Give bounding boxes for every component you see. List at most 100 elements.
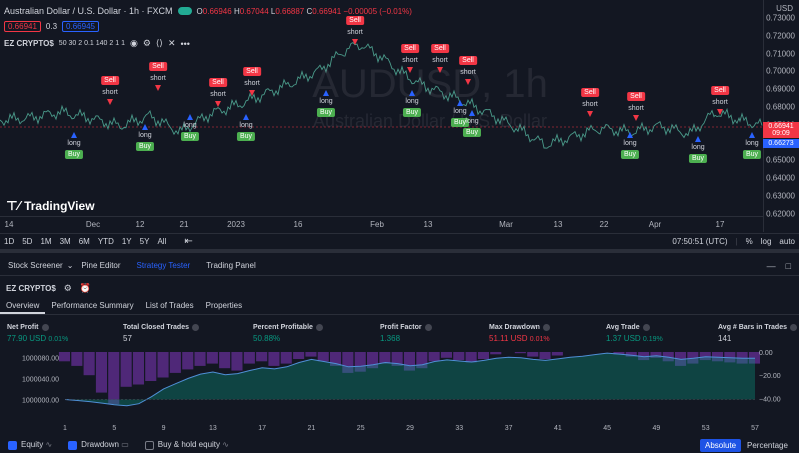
auto-toggle[interactable]: auto bbox=[779, 237, 795, 246]
drawdown-bar bbox=[256, 352, 268, 362]
buy-signal-caption: long bbox=[239, 122, 253, 129]
time-tick: 14 bbox=[4, 220, 14, 229]
price-tick: 0.70000 bbox=[766, 66, 795, 76]
percent-toggle[interactable]: % bbox=[745, 237, 753, 246]
range-button[interactable]: 1D bbox=[4, 237, 15, 246]
percentage-toggle[interactable]: Percentage bbox=[747, 441, 788, 450]
info-icon[interactable] bbox=[542, 324, 550, 331]
utc-clock[interactable]: 07:50:51 (UTC) bbox=[672, 237, 728, 246]
drawdown-bar bbox=[58, 352, 70, 362]
legend-equity[interactable]: Equity ∿ bbox=[8, 440, 52, 450]
buy-hold-checkbox[interactable] bbox=[144, 440, 154, 450]
symbol-header: Australian Dollar / U.S. Dollar · 1h · F… bbox=[4, 6, 412, 16]
trade-x-tick: 45 bbox=[603, 425, 611, 432]
range-button[interactable]: 1Y bbox=[121, 237, 132, 246]
log-toggle[interactable]: log bbox=[760, 237, 772, 246]
range-button[interactable]: 5D bbox=[22, 237, 33, 246]
buy-arrow-icon bbox=[323, 90, 329, 96]
price-tick: 0.72000 bbox=[766, 31, 795, 41]
drawdown-bar bbox=[712, 352, 724, 362]
time-tick: Mar bbox=[499, 220, 513, 229]
buy-arrow-icon bbox=[749, 132, 755, 138]
metric-value: 77.90 USD 0.01% bbox=[7, 334, 69, 343]
drawdown-bar bbox=[428, 352, 440, 362]
indicator-legend[interactable]: EZ CRYPTO$ 50 30 2 0.1 140 2 1 1 ◉ ⚙ ⟨⟩ … bbox=[4, 38, 190, 49]
maximize-icon[interactable]: □ bbox=[785, 261, 791, 271]
info-icon[interactable] bbox=[424, 324, 432, 331]
indicator-params: 50 30 2 0.1 140 2 1 1 bbox=[58, 40, 125, 47]
drawdown-bar bbox=[527, 352, 539, 357]
drawdown-bar bbox=[662, 352, 674, 362]
currency-label[interactable]: USD bbox=[776, 4, 793, 13]
drawdown-y-tick: −40.00 bbox=[759, 396, 781, 403]
buy-signal-label: Buy bbox=[450, 118, 470, 127]
strategy-alert-icon[interactable]: ⏰ bbox=[79, 283, 92, 293]
buy-hold-line-icon: ∿ bbox=[222, 440, 229, 450]
info-icon[interactable] bbox=[642, 324, 650, 331]
sell-price-button[interactable]: 0.66941 bbox=[4, 21, 41, 32]
sell-signal-caption: short bbox=[628, 105, 644, 112]
trade-x-tick: 13 bbox=[209, 425, 217, 432]
legend-drawdown[interactable]: Drawdown ▭ bbox=[68, 440, 129, 450]
equity-line bbox=[64, 352, 755, 407]
drawdown-bar bbox=[391, 352, 403, 366]
eye-icon[interactable]: ◉ bbox=[129, 38, 138, 48]
trade-x-tick: 49 bbox=[653, 425, 661, 432]
more-icon[interactable]: ••• bbox=[180, 38, 190, 49]
panel-tab[interactable]: Pine Editor bbox=[81, 261, 121, 270]
equity-chart[interactable]: 1000080.00 1000040.00 1000000.00 0.00 −20.00… bbox=[0, 350, 799, 438]
symbol-title[interactable]: Australian Dollar / U.S. Dollar · 1h · F… bbox=[4, 6, 173, 16]
buy-signal-label: Buy bbox=[462, 128, 482, 137]
range-button[interactable]: 6M bbox=[78, 237, 90, 246]
price-scale[interactable]: USD 0.73000 0.72000 0.71000 0.70000 0.69000 0… bbox=[763, 0, 799, 232]
legend-buy-hold[interactable]: Buy & hold equity ∿ bbox=[144, 440, 229, 450]
buy-signal-caption: long bbox=[183, 122, 197, 129]
sell-arrow-icon bbox=[407, 67, 413, 73]
minimize-icon[interactable]: — bbox=[766, 261, 776, 271]
drawdown-checkbox[interactable] bbox=[68, 440, 78, 450]
range-button[interactable]: 1M bbox=[40, 237, 52, 246]
info-icon[interactable] bbox=[192, 324, 199, 331]
panel-tab[interactable]: Stock Screener bbox=[8, 261, 63, 270]
screener-chevron-icon[interactable]: ⌄ bbox=[66, 261, 74, 270]
drawdown-bar bbox=[293, 352, 305, 359]
strategy-sub-tab[interactable]: Performance Summary bbox=[51, 301, 134, 310]
buy-arrow-icon bbox=[243, 114, 249, 120]
panel-tab[interactable]: Strategy Tester bbox=[136, 261, 191, 270]
tradingview-logo[interactable]: ⊤⁄ TradingView bbox=[6, 198, 95, 213]
panel-tab[interactable]: Trading Panel bbox=[206, 261, 256, 270]
drawdown-bar bbox=[687, 352, 699, 364]
strategy-sub-tabs: Overview Performance Summary List of Trade… bbox=[0, 299, 799, 315]
settings-gear-icon[interactable]: ⚙ bbox=[142, 38, 151, 48]
price-tick: 0.68000 bbox=[766, 102, 795, 112]
sell-signal-label: Sell bbox=[209, 78, 227, 87]
info-icon[interactable] bbox=[315, 324, 323, 331]
buy-signal-label: Buy bbox=[64, 150, 84, 159]
price-tick: 0.62000 bbox=[766, 209, 795, 219]
info-icon[interactable] bbox=[790, 324, 797, 331]
absolute-toggle[interactable]: Absolute bbox=[700, 439, 742, 452]
price-chart[interactable]: AUDUSD, 1h Australian Dollar / U.S. Doll… bbox=[0, 0, 763, 232]
market-status-icon[interactable] bbox=[177, 7, 192, 15]
strategy-settings-icon[interactable]: ⚙ bbox=[63, 283, 72, 293]
sell-signal-caption: short bbox=[102, 89, 118, 96]
range-button[interactable]: 3M bbox=[59, 237, 71, 246]
equity-checkbox[interactable] bbox=[8, 440, 17, 450]
metric-value: 57 bbox=[123, 334, 132, 343]
metric-value: 50.88% bbox=[253, 334, 281, 343]
sell-signal-caption: short bbox=[210, 91, 226, 98]
range-button[interactable]: YTD bbox=[97, 237, 114, 246]
strategy-sub-tab[interactable]: List of Trades bbox=[145, 301, 194, 310]
price-tick: 0.73000 bbox=[766, 13, 795, 23]
info-icon[interactable] bbox=[41, 324, 49, 331]
time-axis[interactable]: 14 Dec 12 21 2023 16 Feb 13 Mar 13 22 Apr 17 bbox=[0, 216, 763, 232]
range-button[interactable]: All bbox=[157, 237, 167, 246]
close-icon[interactable]: ✕ bbox=[167, 38, 176, 48]
range-button[interactable]: 5Y bbox=[139, 237, 150, 246]
strategy-sub-tab[interactable]: Overview bbox=[0, 299, 46, 314]
source-code-icon[interactable]: ⟨⟩ bbox=[155, 38, 163, 48]
strategy-sub-tab[interactable]: Properties bbox=[205, 301, 243, 310]
buy-price-button[interactable]: 0.66945 bbox=[62, 21, 99, 32]
goto-date-icon[interactable]: ⇤ bbox=[184, 236, 193, 247]
indicator-name[interactable]: EZ CRYPTO$ bbox=[4, 39, 54, 48]
